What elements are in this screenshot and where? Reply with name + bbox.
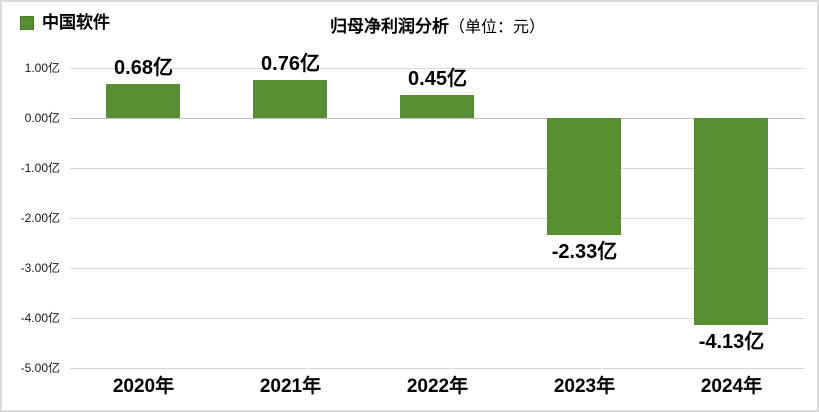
bar[interactable] (253, 80, 327, 118)
bar-value-label: -4.13亿 (698, 331, 765, 353)
y-tick-label: -2.00亿 (20, 211, 60, 225)
gridline-zero (70, 118, 805, 119)
bar-group: 0.76亿 2021年 (217, 53, 364, 397)
gridline (70, 218, 805, 219)
bar[interactable] (106, 84, 180, 118)
x-axis-label: 2022年 (406, 376, 469, 397)
x-axis-label: 2023年 (553, 376, 616, 397)
y-tick-label: -4.00亿 (20, 311, 60, 325)
x-axis-label: 2021年 (259, 376, 322, 397)
chart-title-unit: （单位：元） (448, 19, 545, 36)
bar-group: 0.68亿 2020年 (70, 57, 217, 397)
chart-title: 归母净利润分析（单位：元） (70, 12, 805, 37)
bar-value-label: 0.76亿 (261, 53, 320, 75)
bar-group: 0.45亿 2022年 (364, 68, 511, 397)
gridline (70, 368, 805, 369)
bar[interactable] (400, 95, 474, 118)
y-tick-label: 0.00亿 (24, 111, 60, 125)
bar[interactable] (694, 118, 768, 325)
bar-value-label: -2.33亿 (551, 241, 618, 263)
legend-color-swatch-icon (20, 16, 34, 30)
gridline (70, 318, 805, 319)
y-axis: 1.00亿 0.00亿 -1.00亿 -2.00亿 -3.00亿 -4.00亿 … (2, 2, 65, 410)
chart-title-main: 归母净利润分析 (329, 17, 449, 36)
bar[interactable] (547, 118, 621, 235)
y-tick-label: 1.00亿 (24, 61, 60, 75)
bar-group: -4.13亿 2024年 (658, 68, 805, 397)
bar-value-label: 0.45亿 (408, 68, 467, 90)
x-axis-label: 2024年 (700, 376, 763, 397)
gridline (70, 168, 805, 169)
gridline (70, 268, 805, 269)
gridline (70, 68, 805, 69)
y-tick-label: -5.00亿 (20, 361, 60, 375)
legend-series-label: 中国软件 (42, 13, 110, 32)
bar-value-label: 0.68亿 (114, 57, 173, 79)
legend-item[interactable]: 中国软件 (20, 13, 110, 33)
y-tick-label: -3.00亿 (20, 261, 60, 275)
plot-area: 0.68亿 2020年 0.76亿 2021年 0.45亿 2022年 -2.3… (70, 53, 805, 397)
x-axis-label: 2020年 (112, 376, 175, 397)
bar-group: -2.33亿 2023年 (511, 68, 658, 397)
y-tick-label: -1.00亿 (20, 161, 60, 175)
